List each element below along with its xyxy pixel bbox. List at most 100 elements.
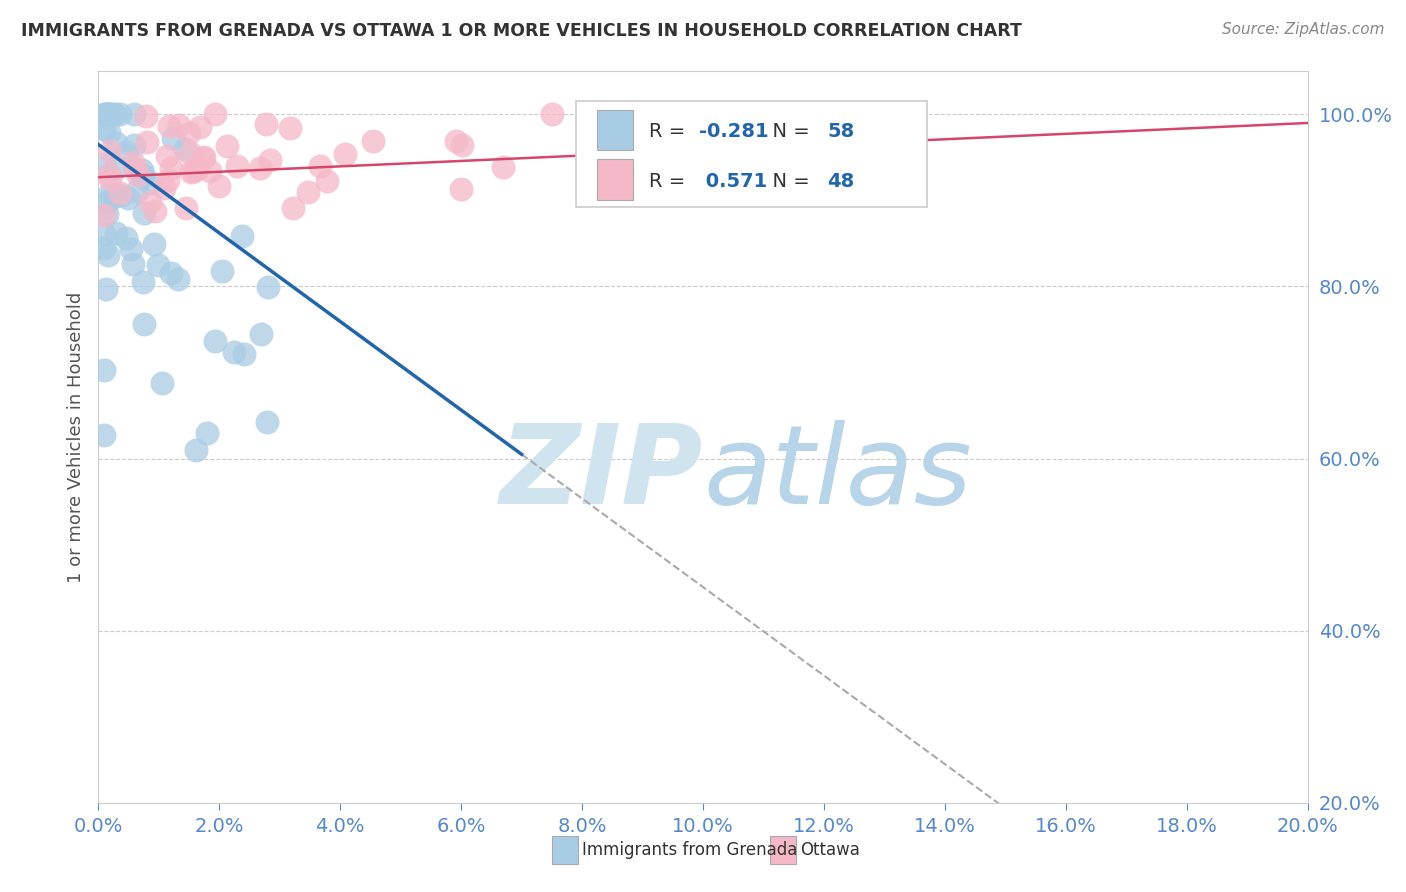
Point [132,168,155,182]
Point [204,107,226,121]
Point [108,186,131,200]
Point [93,107,115,121]
Point [450,182,472,196]
Point [297,185,319,199]
Text: 0.571: 0.571 [699,172,768,191]
Text: 58: 58 [828,122,855,142]
Point [179,126,201,140]
Point [124,161,146,175]
Point [146,258,169,272]
Point [136,135,159,149]
Point [97,167,120,181]
Text: 48: 48 [828,172,855,191]
Point [94,282,117,296]
Point [104,107,127,121]
Point [131,169,153,184]
Point [446,134,468,148]
Point [104,136,127,151]
Text: R =: R = [648,122,692,142]
Text: N =: N = [759,122,815,142]
Point [211,264,233,278]
Point [93,121,115,136]
Point [139,194,162,209]
Point [184,443,207,458]
Text: ZIP: ZIP [499,420,703,527]
Point [157,119,180,133]
Point [122,137,145,152]
Point [281,202,304,216]
Text: Ottawa: Ottawa [800,841,859,859]
Point [257,280,280,294]
Point [254,117,277,131]
Point [96,107,118,121]
Point [222,345,245,359]
Point [121,242,143,256]
Point [98,172,121,186]
Point [226,159,249,173]
Point [280,121,302,136]
Point [157,173,180,187]
Point [183,164,205,178]
Point [200,164,222,178]
Point [135,109,157,123]
Point [195,425,218,440]
Point [249,161,271,175]
Point [190,120,212,134]
Point [110,107,132,121]
Point [97,248,120,262]
Text: atlas: atlas [703,420,972,527]
Point [134,317,156,331]
Point [308,159,330,173]
Point [363,134,385,148]
Point [191,151,214,165]
Text: R =: R = [648,172,692,191]
Point [124,107,146,121]
Point [97,194,120,208]
Point [173,142,195,156]
Point [186,162,208,177]
Point [231,229,253,244]
Point [131,162,153,177]
Y-axis label: 1 or more Vehicles in Household: 1 or more Vehicles in Household [66,292,84,582]
Point [207,179,229,194]
Point [115,145,138,160]
Point [122,155,145,169]
Point [104,161,127,175]
Point [145,203,167,218]
Point [105,226,128,240]
Point [93,227,115,242]
Point [98,125,121,139]
Point [233,347,256,361]
Point [104,188,127,202]
Point [193,150,215,164]
Point [160,161,183,175]
Point [93,208,115,222]
Point [96,107,118,121]
Point [93,362,115,376]
Point [98,186,121,201]
Point [139,176,162,190]
Point [256,415,278,429]
Point [167,118,190,132]
Point [162,131,184,145]
Point [159,267,181,281]
Point [540,107,562,121]
Bar [596,160,633,200]
Point [93,107,115,121]
Text: N =: N = [759,172,815,191]
Point [101,107,124,121]
Point [97,107,120,121]
Point [179,146,201,161]
Point [664,136,686,151]
Point [259,153,281,167]
Text: -0.281: -0.281 [699,122,769,142]
Point [96,207,118,221]
Point [215,139,238,153]
Text: IMMIGRANTS FROM GRENADA VS OTTAWA 1 OR MORE VEHICLES IN HOUSEHOLD CORRELATION CH: IMMIGRANTS FROM GRENADA VS OTTAWA 1 OR M… [21,22,1022,40]
Point [250,327,273,342]
Point [110,188,132,202]
Point [93,241,115,255]
Text: Source: ZipAtlas.com: Source: ZipAtlas.com [1222,22,1385,37]
Point [156,149,179,163]
FancyBboxPatch shape [576,101,927,207]
